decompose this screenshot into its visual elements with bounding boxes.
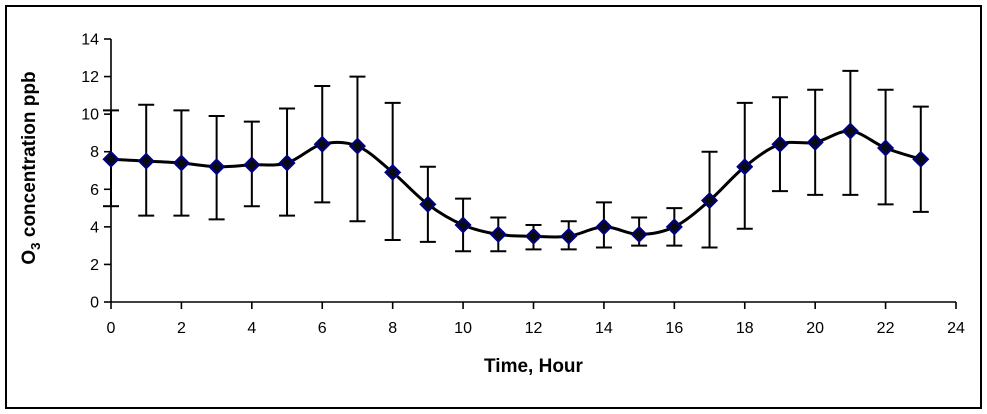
x-tick-label: 6 [318, 320, 327, 337]
y-tick-label: 8 [90, 144, 99, 161]
data-point-marker [524, 227, 543, 245]
data-point-marker [912, 150, 930, 168]
data-point-marker [348, 137, 367, 155]
data-point-marker [489, 225, 507, 243]
data-point-marker [243, 156, 261, 174]
data-point-marker [137, 152, 155, 170]
x-tick-label: 14 [595, 320, 613, 337]
x-tick-label: 0 [107, 320, 116, 337]
y-axis-title-rest: concentration ppb [19, 71, 40, 243]
data-point-marker [736, 158, 754, 176]
x-tick-label: 2 [177, 320, 186, 337]
data-point-marker [384, 163, 402, 181]
data-point-marker [313, 135, 331, 153]
y-tick-label: 14 [81, 32, 99, 49]
y-tick-label: 0 [90, 295, 99, 312]
x-tick-label: 20 [806, 320, 824, 337]
data-point-marker [841, 122, 859, 140]
data-point-marker [700, 192, 719, 210]
data-point-marker [560, 227, 578, 245]
x-tick-label: 8 [388, 320, 397, 337]
y-axis-title: O3 concentration ppb [12, 28, 48, 308]
x-tick-label: 22 [877, 320, 895, 337]
y-tick-label: 2 [90, 257, 99, 274]
x-tick-label: 24 [947, 320, 965, 337]
data-point-marker [172, 154, 190, 172]
data-point-marker [419, 195, 437, 213]
data-point-marker [278, 154, 296, 172]
data-point-marker [208, 158, 226, 176]
x-tick-label: 4 [247, 320, 256, 337]
series-line [109, 129, 923, 239]
y-axis-title-prefix: O [19, 249, 40, 265]
x-tick-label: 18 [736, 320, 754, 337]
x-tick-label: 10 [454, 320, 472, 337]
data-point-marker [454, 216, 472, 234]
x-axis-title: Time, Hour [484, 356, 583, 377]
x-tick-label: 12 [525, 320, 543, 337]
data-point-marker [630, 225, 648, 243]
data-point-marker [665, 218, 683, 236]
data-point-marker [877, 139, 895, 157]
y-tick-label: 12 [81, 69, 99, 86]
y-tick-label: 6 [90, 182, 99, 199]
data-point-marker [771, 135, 789, 153]
data-point-marker [102, 150, 120, 168]
data-point-marker [806, 133, 824, 151]
y-axis-title-subscript: 3 [27, 242, 43, 250]
y-tick-label: 10 [81, 107, 99, 124]
x-tick-label: 16 [665, 320, 683, 337]
y-tick-label: 4 [90, 219, 99, 236]
data-point-marker [595, 218, 613, 236]
